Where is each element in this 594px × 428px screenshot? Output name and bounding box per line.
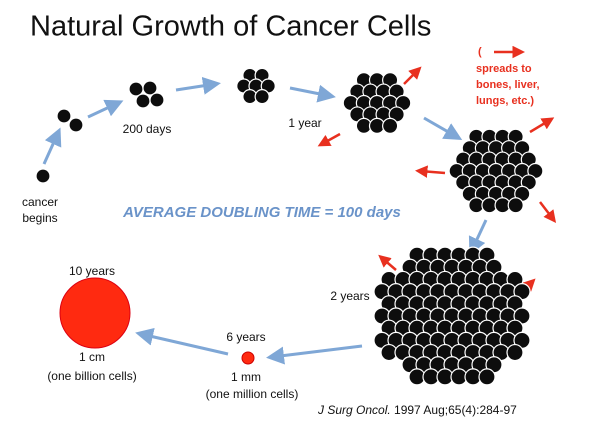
progression-arrows: [42, 76, 488, 365]
cell: [142, 80, 158, 96]
cell: [135, 93, 151, 109]
cell: [507, 197, 524, 214]
cell: [506, 343, 524, 362]
cell: [68, 117, 84, 133]
tumor-1cm: [59, 277, 131, 349]
title: Natural Growth of Cancer Cells: [30, 11, 431, 43]
spread-note: bones, liver,: [476, 79, 540, 91]
cell: [478, 368, 496, 386]
stage-label: 6 years: [226, 330, 265, 344]
start-label: cancer: [22, 195, 58, 209]
cell: [56, 108, 72, 124]
stage-label: 1 year: [288, 116, 321, 130]
stage-label: 2 years: [330, 289, 369, 303]
size-label: 1 cm: [79, 350, 105, 364]
spread-note: lungs, etc.): [476, 95, 534, 107]
count-label: (one million cells): [206, 387, 299, 401]
cell-clusters: [35, 67, 544, 386]
spread-note: spreads to: [476, 63, 532, 75]
size-label: 1 mm: [231, 370, 261, 384]
doubling-time: AVERAGE DOUBLING TIME = 100 days: [122, 204, 401, 221]
spread-note: (: [478, 46, 482, 58]
start-label: begins: [22, 211, 57, 225]
citation-journal: J Surg Oncol.: [317, 403, 391, 417]
cell: [35, 168, 51, 184]
citation-rest: 1997 Aug;65(4):284-97: [391, 403, 517, 417]
cell: [382, 117, 399, 134]
cell: [254, 89, 270, 105]
stage-label: 200 days: [123, 122, 172, 136]
tumor-1mm: [241, 351, 255, 365]
cell: [149, 92, 165, 108]
stage-label: 10 years: [69, 264, 115, 278]
citation: J Surg Oncol. 1997 Aug;65(4):284-97: [317, 403, 517, 417]
spread-arrows: [317, 45, 557, 297]
count-label: (one billion cells): [47, 369, 136, 383]
